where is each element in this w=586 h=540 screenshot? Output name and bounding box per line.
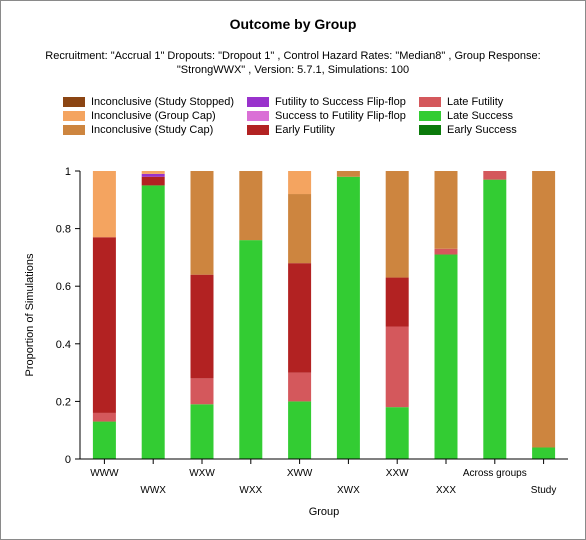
bar-wxx-late-success — [239, 240, 263, 459]
bar-study-inconclusive-study-cap — [532, 171, 556, 448]
bar-across-groups-late-success — [483, 179, 507, 459]
legend-item-inconclusive-study-cap: Inconclusive (Study Cap) — [63, 124, 213, 136]
bar-xxw-early-futility — [385, 277, 409, 327]
legend-label: Inconclusive (Study Cap) — [91, 124, 214, 136]
bar-xww-late-success — [288, 401, 312, 459]
x-tick-label-xxx: XXX — [436, 485, 456, 496]
legend-swatch — [419, 97, 441, 107]
subtitle-line-2: "StrongWWX" , Version: 5.7.1, Simulation… — [176, 64, 410, 76]
legend-label: Success to Futility Flip-flop — [275, 110, 406, 122]
bar-xxw-late-success — [385, 407, 409, 459]
legend-swatch — [247, 111, 269, 121]
legend-swatch — [63, 125, 85, 135]
legend-swatch — [247, 125, 269, 135]
legend-item-late-futility: Late Futility — [419, 96, 503, 108]
legend-label: Inconclusive (Group Cap) — [91, 110, 216, 122]
y-tick-label: 0.6 — [56, 281, 71, 293]
legend-item-inconclusive-study-stopped: Inconclusive (Study Stopped) — [63, 96, 234, 108]
y-tick-label: 0.4 — [56, 339, 71, 351]
legend-label: Late Futility — [447, 96, 504, 108]
legend-label: Inconclusive (Study Stopped) — [91, 96, 235, 108]
x-tick-label-xww: XWW — [287, 468, 313, 479]
legend-label: Early Success — [447, 124, 517, 136]
axes-group: WWW WWX WXW WXX XWW XWX XXW XXX Across groups Stu… — [56, 166, 568, 496]
legend-item-success-to-futility-flip-flop: Success to Futility Flip-flop — [247, 110, 406, 122]
x-tick-label-across-groups: Across groups — [463, 468, 527, 479]
bar-across-groups-late-futility — [483, 171, 507, 180]
bar-wxw-late-success — [190, 404, 214, 459]
y-tick-label: 1 — [65, 166, 71, 178]
bar-xxx-late-success — [434, 254, 458, 459]
bar-wwx-late-success — [141, 185, 165, 459]
bar-wxw-late-futility — [190, 378, 214, 405]
x-tick-label-www: WWW — [90, 468, 119, 479]
legend-swatch — [419, 111, 441, 121]
chart-title: Outcome by Group — [229, 16, 357, 32]
bar-www-late-futility — [92, 412, 116, 422]
bar-wxw-inconclusive-study-cap — [190, 171, 214, 275]
bar-xww-inconclusive-group-cap — [288, 171, 312, 195]
legend-item-early-success: Early Success — [419, 124, 517, 136]
bar-www-inconclusive-group-cap — [92, 171, 116, 238]
subtitle-line-1: Recruitment: "Accrual 1" Dropouts: "Drop… — [45, 50, 541, 62]
legend-item-inconclusive-group-cap: Inconclusive (Group Cap) — [63, 110, 216, 122]
legend-item-early-futility: Early Futility — [247, 124, 335, 136]
bar-xwx-late-success — [336, 176, 360, 459]
legend-item-futility-to-success-flip-flop: Futility to Success Flip-flop — [247, 96, 406, 108]
bar-wwx-early-futility — [141, 176, 165, 186]
legend-label: Early Futility — [275, 124, 335, 136]
x-axis-label: Group — [309, 506, 340, 518]
bar-wwx-inconclusive-group-cap — [141, 171, 165, 174]
legend-label: Late Success — [447, 110, 514, 122]
bar-wxx-inconclusive-study-cap — [239, 171, 263, 241]
y-axis-label: Proportion of Simulations — [24, 253, 36, 376]
bar-xww-late-futility — [288, 372, 312, 402]
chart-legend: Inconclusive (Study Stopped) Futility to … — [63, 96, 563, 142]
y-tick-label: 0.2 — [56, 396, 71, 408]
bar-xxx-inconclusive-study-cap — [434, 171, 458, 249]
bar-wwx-futility-to-success-flip-flop — [141, 173, 165, 177]
x-tick-label-wxw: WXW — [189, 468, 215, 479]
bar-www-early-futility — [92, 237, 116, 413]
y-tick-label: 0.8 — [56, 224, 71, 236]
bar-www-late-success — [92, 421, 116, 459]
legend-item-late-success: Late Success — [419, 110, 513, 122]
x-tick-label-wxx: WXX — [239, 485, 262, 496]
bar-xwx-inconclusive-study-cap — [336, 171, 360, 177]
chart-subtitle: Recruitment: "Accrual 1" Dropouts: "Drop… — [31, 49, 555, 77]
bar-xxx-late-futility — [434, 248, 458, 255]
x-tick-label-wwx: WWX — [140, 485, 166, 496]
bar-wxw-early-futility — [190, 274, 214, 379]
x-tick-label-study: Study — [531, 485, 557, 496]
legend-swatch — [63, 111, 85, 121]
y-tick-label: 0 — [65, 454, 71, 466]
x-tick-label-xxw: XXW — [386, 468, 409, 479]
bar-xww-early-futility — [288, 263, 312, 373]
legend-swatch — [419, 125, 441, 135]
bar-xxw-inconclusive-study-cap — [385, 171, 409, 278]
legend-swatch — [247, 97, 269, 107]
legend-label: Futility to Success Flip-flop — [275, 96, 406, 108]
x-tick-label-xwx: XWX — [337, 485, 360, 496]
bar-xww-inconclusive-study-cap — [288, 194, 312, 264]
bar-study-late-success — [532, 447, 556, 459]
legend-swatch — [63, 97, 85, 107]
bar-xxw-late-futility — [385, 326, 409, 408]
bars-group — [92, 171, 556, 459]
